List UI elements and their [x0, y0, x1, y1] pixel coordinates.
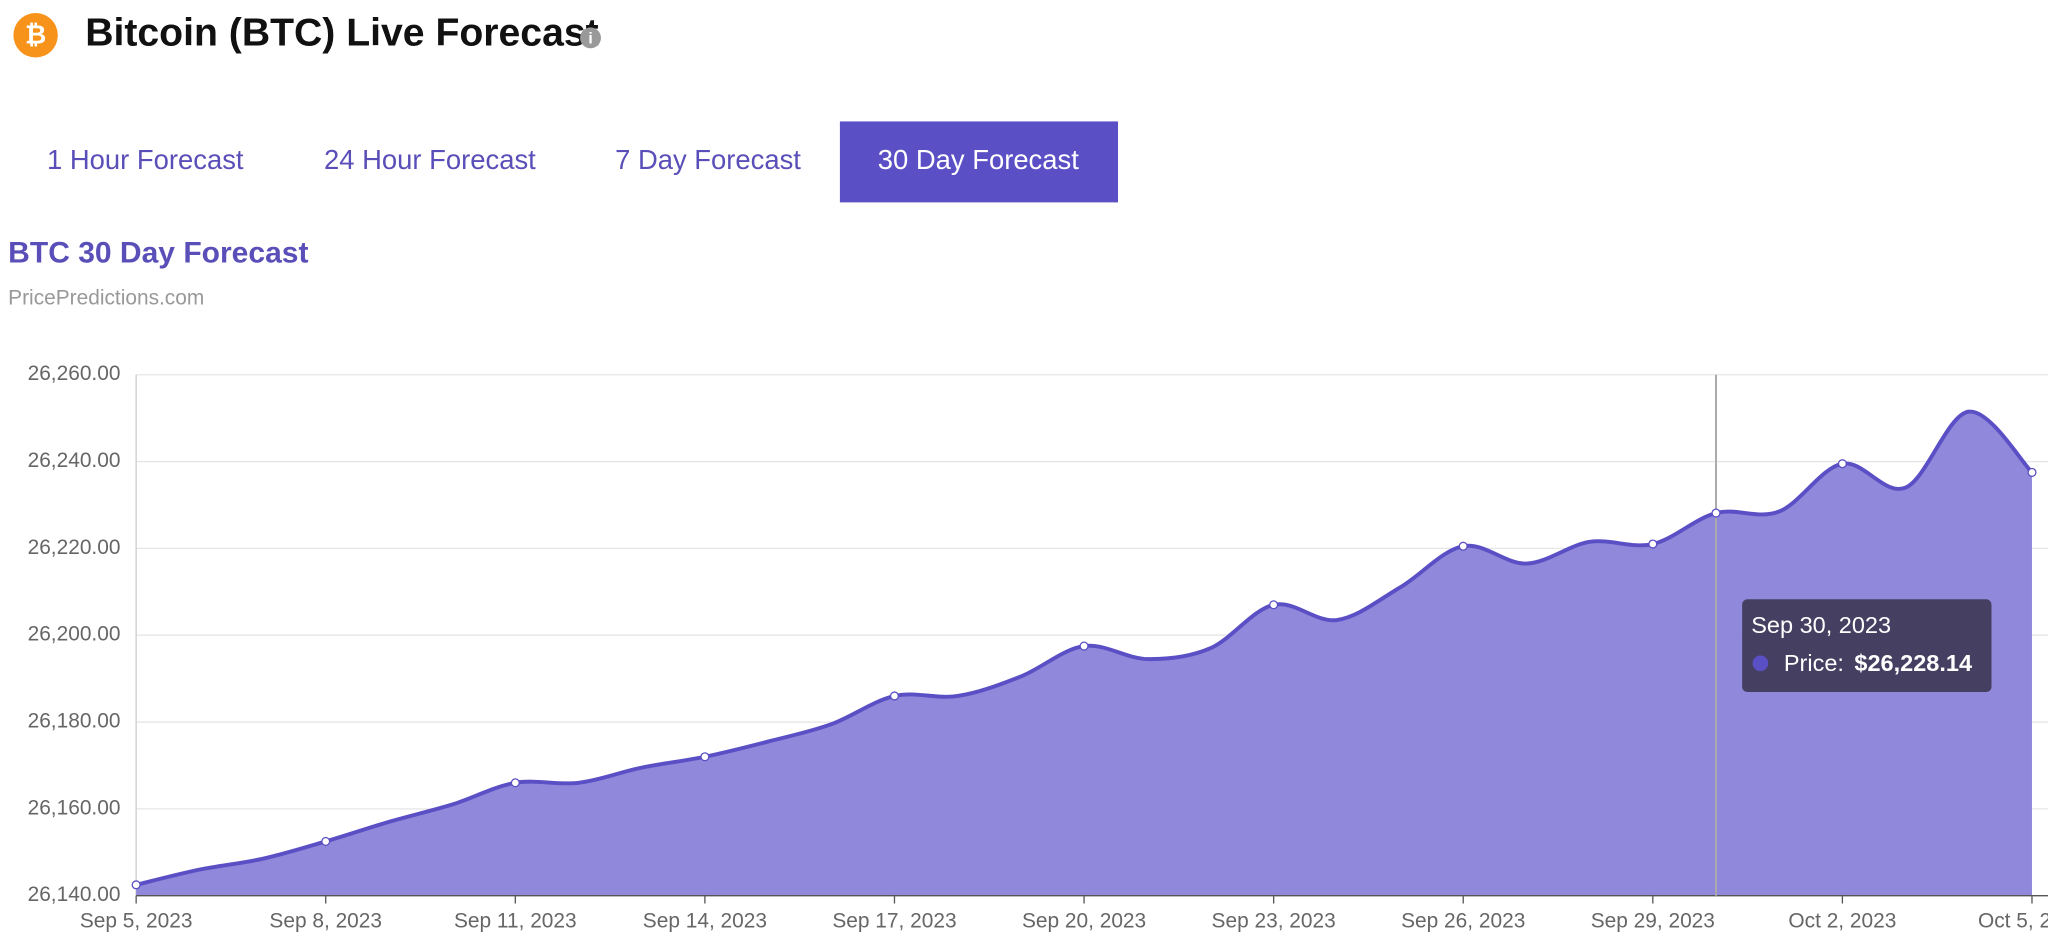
y-tick-label: 26,240.00: [28, 449, 121, 472]
point-marker: [2027, 467, 2037, 477]
x-tick-label: Oct 2, 2023: [1788, 909, 1896, 932]
x-tick-label: Sep 14, 2023: [643, 909, 767, 932]
x-tick-label: Sep 11, 2023: [454, 909, 577, 932]
plot: 26,140.00 26,160.00 26,180.00 26,200.00 26,2…: [28, 362, 2048, 932]
x-tick-label: Sep 17, 2023: [832, 909, 956, 932]
y-tick-label: 26,140.00: [28, 883, 121, 906]
tooltip-dot: [1752, 655, 1769, 672]
x-tick-label: Sep 26, 2023: [1401, 909, 1525, 932]
x-tick-label: Sep 5, 2023: [80, 909, 193, 932]
point-marker: [889, 691, 900, 701]
tooltip-date: Sep 30, 2023: [1751, 612, 1891, 638]
tab-active-bg[interactable]: [839, 121, 1119, 203]
y-tick-label: 26,260.00: [28, 362, 121, 385]
y-tick-label: 26,200.00: [28, 623, 121, 646]
x-tick-label: Sep 20, 2023: [1022, 909, 1146, 932]
page-title: Bitcoin (BTC) Live Forecast: [85, 12, 598, 55]
tab[interactable]: 1 Hour Forecast: [47, 144, 244, 175]
tooltip-label: Price:: [1784, 650, 1844, 676]
point-marker: [1079, 641, 1089, 651]
x-tick-label: Sep 29, 2023: [1591, 909, 1715, 932]
y-tick-label: 26,220.00: [28, 536, 121, 559]
area: [136, 411, 2032, 896]
x-tick-label: Sep 8, 2023: [269, 909, 382, 932]
info-icon-glyph: i: [588, 30, 592, 47]
point-marker: [321, 836, 331, 846]
line: [135, 409, 2034, 887]
y-tick-label: 26,160.00: [28, 796, 121, 819]
x-tick-label: Sep 23, 2023: [1212, 909, 1336, 932]
y-tick-label: 26,180.00: [28, 710, 121, 733]
info-icon[interactable]: [580, 27, 601, 49]
tooltip-bg: [1742, 599, 1992, 693]
hover-point: [1711, 508, 1721, 518]
x-tick-label: Oct 5, 2023: [1978, 909, 2048, 932]
tab[interactable]: 24 Hour Forecast: [324, 144, 536, 175]
point-marker: [1269, 600, 1279, 610]
point-marker: [1458, 541, 1468, 551]
tooltip-value: $26,228.14: [1854, 650, 1972, 676]
point-marker: [700, 752, 710, 762]
btc-icon-glyph: ₿: [25, 19, 46, 49]
tab[interactable]: 30 Day Forecast: [878, 144, 1079, 175]
chart-subtitle: PricePredictions.com: [8, 287, 204, 310]
point-marker: [1837, 459, 1847, 469]
point-marker: [1648, 539, 1658, 549]
chart-title: BTC 30 Day Forecast: [8, 237, 308, 270]
point-marker: [131, 880, 141, 890]
btc-icon: [13, 13, 58, 58]
tab[interactable]: 7 Day Forecast: [615, 144, 801, 175]
tab-bar: 1 Hour Forecast 24 Hour Forecast 7 Day For…: [47, 121, 1119, 203]
point-marker: [510, 778, 520, 788]
